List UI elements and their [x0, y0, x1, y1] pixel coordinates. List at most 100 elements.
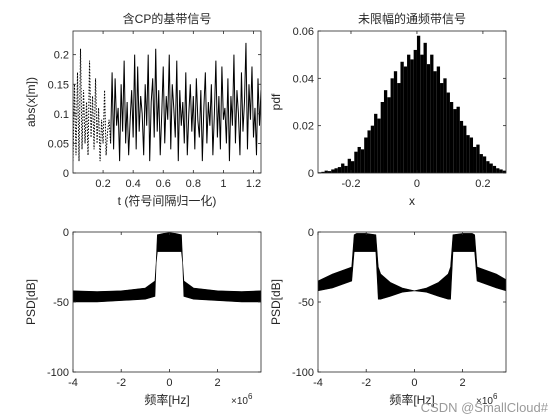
histogram-bar — [469, 137, 474, 173]
y-tick-label: -50 — [298, 297, 314, 309]
y-tick-label: 0.06 — [293, 26, 314, 38]
histogram-bar — [387, 97, 391, 173]
y-tick-label: 0 — [63, 227, 69, 239]
histogram-bar — [367, 130, 371, 173]
histogram-bar — [350, 161, 355, 173]
x-tick-label: 0.2 — [475, 178, 490, 190]
x-tick-label: 0.4 — [126, 178, 141, 190]
histogram-bar — [453, 109, 457, 173]
baseband-signal-plot: 0.2 0.4 0.6 0.8 1 1.2 0 0.05 0.1 0.15 0.2 含CP的基带信号 t… — [24, 11, 262, 208]
histogram-bar — [426, 64, 431, 173]
y-tick-label: -100 — [47, 367, 69, 379]
x-tick-label: 0.2 — [95, 178, 110, 190]
histogram-bar — [502, 170, 506, 173]
psd-band — [318, 233, 506, 300]
histogram-bar — [370, 125, 375, 173]
y-tick-label: 0 — [308, 227, 314, 239]
histogram-bar — [440, 83, 444, 173]
x-tick-label: 2 — [215, 377, 221, 389]
histogram-bar — [499, 169, 503, 173]
histogram-bar — [423, 42, 427, 173]
y-axis-label: PSD[dB] — [269, 279, 283, 325]
axes-box — [72, 30, 262, 174]
plot-area — [318, 35, 506, 173]
y-tick-label: -100 — [292, 367, 314, 379]
histogram-bar — [407, 54, 411, 173]
x-axis-label: x — [409, 194, 415, 208]
histogram-bar — [489, 163, 493, 173]
histogram-bar — [390, 78, 394, 173]
histogram-bar — [492, 165, 497, 173]
histogram-bar — [357, 146, 361, 173]
histogram-bar — [420, 54, 424, 173]
histogram-bar — [360, 149, 365, 173]
y-tick-label: 0.02 — [293, 121, 314, 133]
x-axis-exponent: ×106 — [476, 392, 498, 407]
histogram-bar — [476, 144, 480, 173]
plot-area — [73, 42, 261, 162]
x-tick-label: -4 — [68, 377, 78, 389]
histogram-bar — [413, 49, 417, 173]
y-tick-label: 0.1 — [54, 109, 69, 121]
histogram-bar — [393, 71, 398, 173]
histogram-bar — [486, 161, 490, 173]
psd-plot-right: -4 -2 0 2 -100 -50 0 频率[Hz] PSD[dB] ×106 — [269, 227, 507, 407]
histogram-bar — [416, 35, 421, 173]
histogram-bar — [446, 92, 450, 173]
histogram-bar — [383, 90, 388, 173]
histogram-bar — [347, 158, 351, 173]
histogram-bar — [341, 163, 345, 173]
histogram-bar — [456, 106, 460, 173]
x-axis-label: t (符号间隔归一化) — [118, 193, 217, 208]
x-tick-label: 0.6 — [156, 178, 171, 190]
x-tick-label: -4 — [313, 377, 323, 389]
histogram-bar — [410, 59, 414, 173]
histogram-bar — [463, 125, 467, 173]
histogram-bar — [324, 170, 328, 173]
y-tick-label: -50 — [53, 297, 69, 309]
histogram-bar — [331, 169, 335, 173]
y-axis-label: pdf — [269, 93, 283, 110]
psd-band — [73, 232, 261, 303]
histogram-bar — [334, 168, 338, 173]
x-tick-label: -2 — [116, 377, 126, 389]
y-tick-label: 0.2 — [54, 50, 69, 62]
histogram-bar — [337, 167, 342, 173]
plot-area — [73, 232, 261, 303]
x-tick-label: -0.2 — [341, 178, 360, 190]
histogram-bar — [496, 168, 500, 173]
x-axis-label: 频率[Hz] — [144, 392, 189, 407]
x-tick-label: 2 — [460, 377, 466, 389]
y-tick-label: 0 — [308, 168, 314, 180]
histogram-bar — [354, 151, 358, 173]
histogram-bar — [459, 120, 464, 173]
histogram-bar — [482, 156, 487, 173]
x-axis-exponent: ×106 — [231, 392, 253, 407]
chart-title: 含CP的基带信号 — [123, 11, 212, 26]
x-tick-label: 0 — [414, 178, 420, 190]
x-tick-label: 0 — [166, 377, 172, 389]
histogram-bar — [321, 171, 325, 173]
y-axis-label: PSD[dB] — [24, 279, 38, 325]
histogram-bar — [344, 165, 348, 173]
chart-title: 未限幅的通频带信号 — [358, 11, 466, 26]
histogram-bar — [436, 66, 441, 173]
histogram-bar — [443, 78, 447, 173]
watermark: CSDN @SmallCloud# — [421, 400, 549, 415]
histogram-bar — [374, 113, 378, 173]
histogram-bar — [466, 135, 470, 173]
x-tick-label: -2 — [361, 377, 371, 389]
x-axis-label: 频率[Hz] — [389, 392, 434, 407]
x-tick-label: 0.8 — [186, 178, 201, 190]
y-axis-label: abs(x[m]) — [24, 77, 38, 127]
signal-series — [110, 42, 261, 162]
plot-area — [318, 233, 506, 300]
pdf-histogram-plot: -0.2 0 0.2 0 0.02 0.04 0.06 未限幅的通频带信号 x pdf — [269, 11, 507, 208]
axes-box — [317, 30, 507, 174]
y-tick-label: 0.15 — [48, 79, 69, 91]
psd-plot-left: -4 -2 0 2 -100 -50 0 频率[Hz] PSD[dB] ×106 — [24, 227, 262, 407]
x-tick-label: 1.2 — [246, 178, 261, 190]
x-tick-label: 1 — [220, 178, 226, 190]
histogram-bar — [327, 171, 332, 173]
